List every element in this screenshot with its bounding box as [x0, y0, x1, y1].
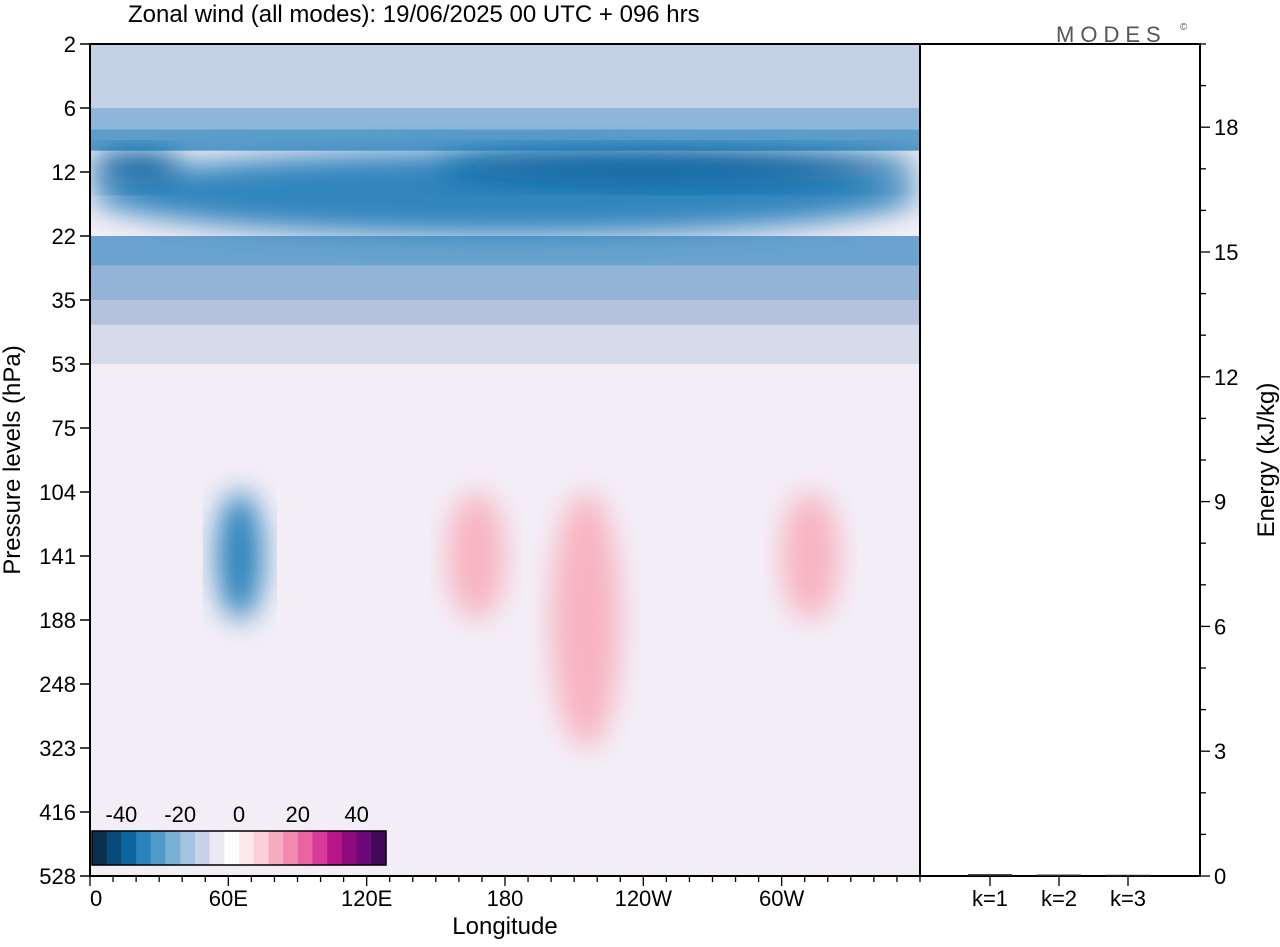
energy-tick-label-9: 9: [1214, 490, 1226, 515]
colorbar-swatch-1: [92, 831, 108, 865]
y-tick-label-2: 2: [64, 32, 76, 57]
energy-tick-label-15: 15: [1214, 240, 1238, 265]
colorbar-label-20: 20: [286, 802, 310, 827]
colorbar-swatch-16: [312, 831, 328, 865]
field-band-3: [90, 129, 920, 151]
y-tick-label-12: 12: [52, 160, 76, 185]
energy-tick-label-12: 12: [1214, 365, 1238, 390]
colorbar-swatch-15: [297, 831, 313, 865]
colorbar-swatch-8: [194, 831, 211, 865]
energy-tick-label-6: 6: [1214, 614, 1226, 639]
colorbar-swatch-6: [165, 831, 181, 865]
energy-cat-label-k=3: k=3: [1110, 886, 1146, 911]
y-tick-label-35: 35: [52, 288, 76, 313]
colorbar-swatch-18: [341, 831, 358, 865]
colorbar-swatch-7: [180, 831, 196, 865]
colorbar-label--40: -40: [106, 802, 138, 827]
modes-logo-text: MODES: [1056, 22, 1167, 47]
colorbar-ticks: -40 -20 0 20 40: [106, 802, 369, 827]
wind-feature-5: [447, 492, 505, 620]
y-tick-label-323: 323: [39, 736, 76, 761]
energy-frame: [919, 43, 1201, 877]
x-tick-label-0: 0: [90, 886, 102, 911]
y-tick-label-104: 104: [39, 480, 76, 505]
energy-bar-k=3: [1106, 874, 1150, 877]
field-band-5: [90, 265, 920, 300]
modes-logo: MODES ©: [1056, 22, 1188, 47]
colorbar-swatch-17: [327, 831, 343, 865]
wind-feature-4: [216, 492, 263, 620]
x-tick-label-120W: 120W: [615, 886, 673, 911]
energy-tick-label-0: 0: [1214, 864, 1226, 889]
x-axis-label: Longitude: [452, 913, 557, 940]
colorbar-swatch-12: [253, 831, 269, 865]
x-tick-label-60W: 60W: [759, 886, 804, 911]
y-tick-label-248: 248: [39, 672, 76, 697]
y-axis-ticks: 2 6 12 22 35 53 75 104 141 188 248 323 416 528: [39, 32, 90, 889]
colorbar-swatch-14: [283, 831, 299, 865]
colorbar-label-40: 40: [344, 802, 368, 827]
y-tick-label-53: 53: [52, 352, 76, 377]
colorbar-swatch-13: [268, 831, 284, 865]
wind-feature-7: [781, 492, 840, 620]
colorbar-swatch-10: [224, 831, 240, 865]
energy-cat-label-k=2: k=2: [1041, 886, 1077, 911]
x-axis-ticks: 0 60E 120E 180 120W 60W: [89, 876, 921, 911]
field-band-4: [90, 236, 920, 266]
y-axis-label: Pressure levels (hPa): [0, 345, 26, 574]
x-tick-label-60E: 60E: [209, 886, 248, 911]
colorbar-swatch-11: [239, 831, 255, 865]
colorbar-swatch-2: [106, 831, 122, 865]
wind-feature-2: [90, 150, 183, 185]
colorbar-swatches: [92, 831, 387, 865]
colorbar-swatch-9: [209, 831, 225, 865]
y-tick-label-75: 75: [52, 416, 76, 441]
energy-bar-k=2: [1037, 874, 1081, 877]
y-tick-label-6: 6: [64, 96, 76, 121]
heatmap-panel: 2 6 12 22 35 53 75 104 141 188 248 323 416 528 0 60E 12…: [0, 32, 921, 940]
wind-feature-6: [551, 492, 621, 748]
x-tick-label-120E: 120E: [341, 886, 392, 911]
colorbar-swatch-3: [121, 831, 137, 865]
field-band-2: [90, 108, 920, 130]
colorbar-label--20: -20: [164, 802, 196, 827]
colorbar-swatch-19: [356, 831, 372, 865]
field-band-6: [90, 300, 920, 325]
energy-axis-label: Energy (kJ/kg): [1253, 383, 1280, 538]
energy-y-ticks: 0 3 6 9 12 15 18: [1200, 43, 1238, 889]
y-tick-label-141: 141: [39, 544, 76, 569]
y-tick-label-22: 22: [52, 224, 76, 249]
energy-bar-k=1: [968, 874, 1012, 876]
energy-panel: 0 3 6 9 12 15 18 k=1 k=2 k=3 Energy (kJ/kg): [919, 43, 1280, 911]
wind-feature-3: [435, 150, 920, 185]
modes-logo-mark: ©: [1180, 22, 1188, 33]
energy-tick-label-18: 18: [1214, 115, 1238, 140]
chart-title: Zonal wind (all modes): 19/06/2025 00 UT…: [128, 1, 700, 28]
colorbar-frame: [91, 830, 387, 866]
y-tick-label-188: 188: [39, 608, 76, 633]
y-tick-label-528: 528: [39, 864, 76, 889]
heatmap-wind-features: [90, 150, 920, 748]
energy-bars: [968, 874, 1150, 877]
field-band-1: [90, 44, 920, 108]
y-tick-label-416: 416: [39, 800, 76, 825]
colorbar-swatch-5: [150, 831, 166, 865]
energy-cat-label-k=1: k=1: [972, 886, 1008, 911]
energy-tick-label-3: 3: [1214, 739, 1226, 764]
x-tick-label-180: 180: [487, 886, 524, 911]
field-band-7: [90, 324, 920, 364]
colorbar: -40 -20 0 20 40: [91, 802, 387, 866]
energy-categories: k=1 k=2 k=3: [972, 876, 1146, 911]
colorbar-swatch-4: [136, 831, 152, 865]
colorbar-label-0: 0: [233, 802, 245, 827]
colorbar-swatch-20: [371, 831, 387, 865]
